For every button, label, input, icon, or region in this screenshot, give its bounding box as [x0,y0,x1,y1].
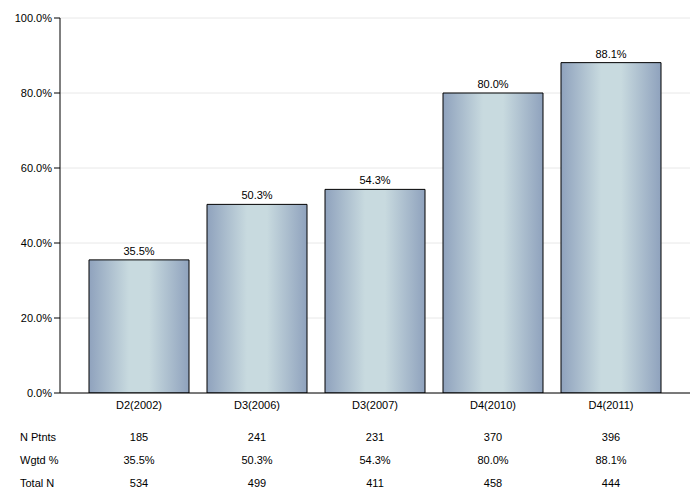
svg-text:D4(2010): D4(2010) [470,399,516,411]
html-text:499: 499 [247,477,267,489]
svg-text:35.5%: 35.5% [123,245,154,257]
html-text:Wgtd %: Wgtd % [20,454,59,466]
svg-text:D3(2006): D3(2006) [234,399,280,411]
svg-text:D3(2007): D3(2007) [352,399,398,411]
html-text:185: 185 [129,431,149,443]
svg-text:D2(2002): D2(2002) [116,399,162,411]
html-text:N Ptnts: N Ptnts [20,431,57,443]
svg-text:40.0%: 40.0% [21,237,52,249]
html-text:444: 444 [601,477,621,489]
svg-text:88.1%: 88.1% [595,48,626,60]
html-text:80.0%: 80.0% [477,454,509,466]
svg-text:80.0%: 80.0% [477,78,508,90]
svg-text:54.3%: 54.3% [359,174,390,186]
html-text:534: 534 [129,477,149,489]
html-text:396: 396 [601,431,621,443]
svg-text:D4(2011): D4(2011) [588,399,633,411]
html-text:50.3%: 50.3% [241,454,273,466]
svg-text:100.0%: 100.0% [15,12,53,24]
svg-text:60.0%: 60.0% [21,162,52,174]
html-text:88.1%: 88.1% [595,454,627,466]
svg-text:0.0%: 0.0% [27,387,52,399]
svg-text:50.3%: 50.3% [241,189,272,201]
html-text:241: 241 [247,431,267,443]
html-text:35.5%: 35.5% [123,454,155,466]
html-text:54.3%: 54.3% [359,454,391,466]
html-text:Total N: Total N [20,477,55,489]
svg-text:20.0%: 20.0% [21,312,52,324]
svg-text:80.0%: 80.0% [21,87,52,99]
html-text:458: 458 [483,477,503,489]
html-text:231: 231 [365,431,385,443]
html-text:411: 411 [366,477,384,489]
html-text:370: 370 [483,431,503,443]
